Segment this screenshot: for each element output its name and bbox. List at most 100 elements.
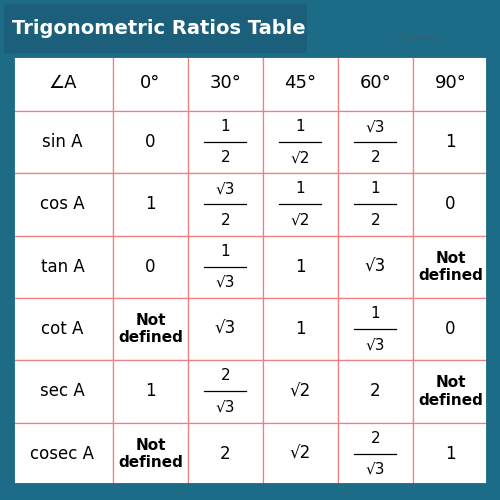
Bar xyxy=(338,111,413,174)
Text: 2: 2 xyxy=(370,430,380,446)
Bar xyxy=(12,236,113,298)
Bar xyxy=(263,55,338,111)
Text: defined: defined xyxy=(418,392,483,407)
Text: 1: 1 xyxy=(145,382,156,400)
Text: tan A: tan A xyxy=(40,258,84,276)
Text: cos A: cos A xyxy=(40,196,85,214)
Bar xyxy=(188,55,263,111)
Text: √3: √3 xyxy=(216,182,235,196)
Text: √3: √3 xyxy=(366,462,385,477)
Text: 2: 2 xyxy=(220,212,230,228)
Text: 1: 1 xyxy=(445,133,456,151)
Bar xyxy=(338,174,413,236)
Text: 30°: 30° xyxy=(210,74,242,92)
Bar xyxy=(188,174,263,236)
Text: √3: √3 xyxy=(366,337,385,352)
Text: 0: 0 xyxy=(145,133,156,151)
Text: 2: 2 xyxy=(220,445,230,463)
Bar xyxy=(263,360,338,422)
Bar xyxy=(413,55,488,111)
Bar xyxy=(113,298,188,360)
Bar xyxy=(12,360,113,422)
Text: 45°: 45° xyxy=(284,74,316,92)
Bar xyxy=(12,55,488,485)
Bar xyxy=(188,236,263,298)
Bar xyxy=(188,360,263,422)
Text: √3: √3 xyxy=(366,119,385,134)
Bar xyxy=(338,298,413,360)
Text: √3: √3 xyxy=(216,400,235,414)
Bar xyxy=(338,55,413,111)
Text: 0: 0 xyxy=(145,258,156,276)
Bar xyxy=(413,111,488,174)
Text: Trigonometric Ratios Table: Trigonometric Ratios Table xyxy=(12,20,306,38)
Bar xyxy=(263,111,338,174)
Text: CREST: CREST xyxy=(395,17,445,31)
Text: √3: √3 xyxy=(215,320,236,338)
Bar xyxy=(188,111,263,174)
Text: 1: 1 xyxy=(296,119,306,134)
Text: 1: 1 xyxy=(295,320,306,338)
Text: √3: √3 xyxy=(365,258,386,276)
Bar xyxy=(263,422,338,485)
Text: defined: defined xyxy=(118,455,183,470)
Text: √2: √2 xyxy=(290,445,311,463)
Text: 1: 1 xyxy=(220,119,230,134)
Text: Olympiads: Olympiads xyxy=(396,34,444,42)
Bar xyxy=(113,174,188,236)
Bar xyxy=(263,174,338,236)
Text: 2: 2 xyxy=(220,150,230,165)
Bar xyxy=(338,360,413,422)
Bar xyxy=(188,298,263,360)
Text: Not: Not xyxy=(135,438,166,452)
Text: defined: defined xyxy=(418,268,483,283)
Bar xyxy=(413,236,488,298)
Text: Not: Not xyxy=(435,250,466,266)
Text: 2: 2 xyxy=(370,150,380,165)
Text: defined: defined xyxy=(118,330,183,345)
Text: 2: 2 xyxy=(370,212,380,228)
Bar xyxy=(413,422,488,485)
Bar xyxy=(12,55,488,485)
Text: √2: √2 xyxy=(291,150,310,165)
Text: 0: 0 xyxy=(445,320,456,338)
Text: sec A: sec A xyxy=(40,382,85,400)
Bar xyxy=(12,422,113,485)
Bar xyxy=(12,174,113,236)
Bar xyxy=(413,360,488,422)
Text: 60°: 60° xyxy=(360,74,392,92)
Bar xyxy=(12,55,113,111)
Text: 0°: 0° xyxy=(140,74,160,92)
Bar xyxy=(113,422,188,485)
Text: 1: 1 xyxy=(370,182,380,196)
Bar xyxy=(12,298,113,360)
Bar xyxy=(113,111,188,174)
Text: 1: 1 xyxy=(145,196,156,214)
Text: 2: 2 xyxy=(220,368,230,384)
Text: ∠A: ∠A xyxy=(48,74,76,92)
Text: 1: 1 xyxy=(295,258,306,276)
Text: 1: 1 xyxy=(220,244,230,258)
FancyBboxPatch shape xyxy=(4,4,307,54)
Text: sin A: sin A xyxy=(42,133,82,151)
Text: Not: Not xyxy=(135,313,166,328)
Bar xyxy=(113,360,188,422)
Text: √3: √3 xyxy=(216,275,235,290)
Bar xyxy=(338,422,413,485)
Text: 1: 1 xyxy=(370,306,380,321)
Bar xyxy=(413,174,488,236)
Text: √2: √2 xyxy=(291,212,310,228)
Text: cosec A: cosec A xyxy=(30,445,94,463)
Bar xyxy=(263,298,338,360)
Bar xyxy=(188,422,263,485)
Bar xyxy=(113,236,188,298)
Bar xyxy=(338,236,413,298)
Text: 90°: 90° xyxy=(434,74,466,92)
Text: 1: 1 xyxy=(296,182,306,196)
Text: Not: Not xyxy=(435,375,466,390)
Text: 2: 2 xyxy=(370,382,381,400)
Bar xyxy=(413,298,488,360)
Text: √2: √2 xyxy=(290,382,311,400)
Text: cot A: cot A xyxy=(42,320,84,338)
Bar xyxy=(113,55,188,111)
